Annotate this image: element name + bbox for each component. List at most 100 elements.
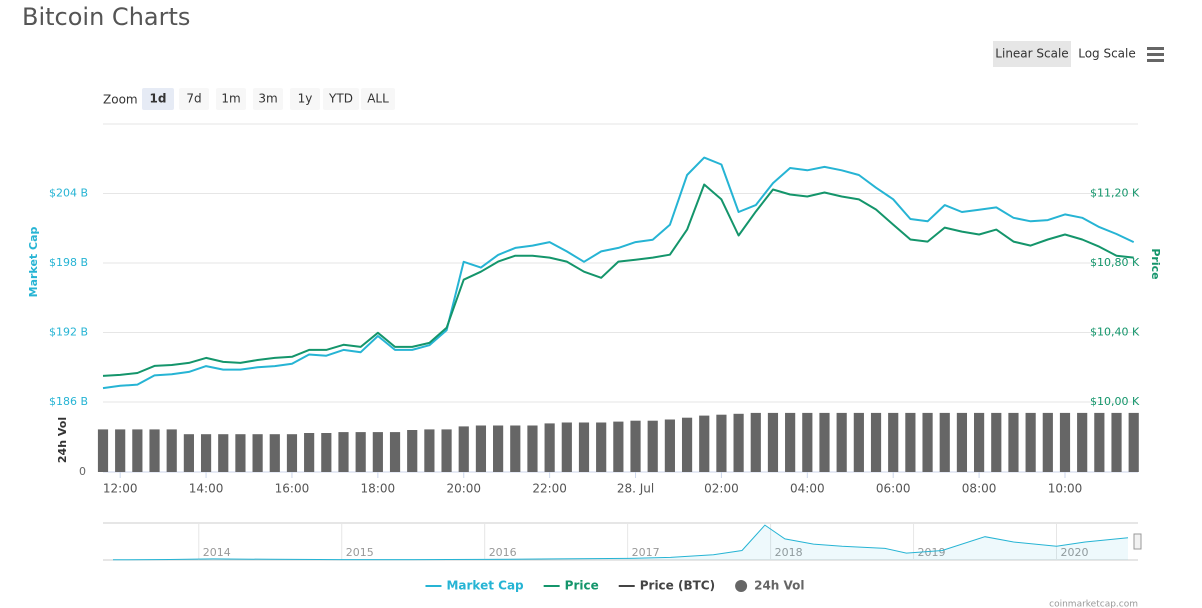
volume-bar	[578, 422, 590, 472]
volume-bar	[630, 420, 641, 472]
scale-button[interactable]	[1076, 41, 1138, 67]
zoom-button[interactable]	[361, 88, 395, 110]
volume-bar	[819, 412, 830, 472]
volume-bar	[699, 415, 710, 472]
volume-bar	[527, 425, 538, 472]
volume-bar	[1111, 412, 1122, 472]
y-tick-label: $204 B	[49, 187, 88, 200]
page-title: Bitcoin Charts	[22, 3, 190, 31]
y-tick-label: $198 B	[49, 256, 88, 269]
volume-bar	[561, 422, 572, 472]
zoom-label: Zoom	[103, 93, 138, 107]
y-tick-label: $192 B	[49, 326, 88, 339]
zoom-button-label[interactable]: 1y	[298, 92, 313, 106]
zoom-button[interactable]	[142, 88, 174, 110]
legend: Market Cap Price Price (BTC) 24h Vol	[425, 579, 805, 593]
menu-bar	[1147, 53, 1164, 56]
navigator-tick-label: 2019	[918, 546, 946, 559]
volume-bar	[1094, 412, 1105, 472]
volume-bar	[664, 419, 675, 472]
zoom-button[interactable]	[253, 88, 283, 110]
legend-item[interactable]: Market Cap	[425, 579, 524, 593]
volume-bar	[888, 412, 899, 472]
legend-label[interactable]: Price (BTC)	[640, 579, 715, 593]
volume-bar	[1077, 412, 1088, 472]
legend-label[interactable]: Market Cap	[446, 579, 524, 593]
x-tick-label: 08:00	[962, 482, 997, 496]
navigator-tick-label: 2020	[1061, 546, 1089, 559]
volume-bar	[922, 412, 933, 472]
legend-item[interactable]: Price (BTC)	[618, 579, 715, 593]
volume-bar	[785, 412, 796, 472]
volume-bar	[733, 413, 744, 472]
navigator-tick-label: 2016	[489, 546, 517, 559]
volume-bar	[1059, 412, 1071, 472]
volume-bar	[613, 421, 624, 472]
volume-bar	[338, 432, 349, 472]
x-tick-label: 06:00	[876, 482, 911, 496]
legend-symbol	[735, 580, 748, 592]
x-tick-label: 04:00	[790, 482, 825, 496]
volume-bar	[544, 423, 555, 472]
legend-item[interactable]: Price	[543, 579, 599, 593]
volume-bar	[956, 412, 968, 472]
legend-label[interactable]: 24h Vol	[754, 579, 804, 593]
volume-bar	[1025, 412, 1036, 472]
navigator-handle[interactable]	[1133, 533, 1142, 550]
zoom-button[interactable]	[290, 88, 320, 110]
volume-bar	[905, 412, 916, 472]
volume-bar	[510, 425, 521, 472]
volume-bar	[1128, 412, 1139, 472]
zoom-button-label[interactable]: 1d	[150, 92, 167, 106]
volume-bar	[269, 434, 280, 472]
zoom-button-label[interactable]: YTD	[328, 92, 353, 106]
x-tick-label: 12:00	[103, 482, 138, 496]
zoom-button-label[interactable]: ALL	[367, 92, 389, 106]
volume-bar	[286, 434, 298, 472]
volume-bar	[407, 430, 418, 472]
navigator-line	[112, 524, 1129, 561]
zoom-button-label[interactable]: 3m	[258, 92, 277, 106]
volume-bar	[1042, 412, 1053, 472]
volume-bar	[132, 429, 143, 472]
navigator-tick-label: 2014	[203, 546, 231, 559]
zoom-button-label[interactable]: 1m	[221, 92, 240, 106]
scale-button[interactable]	[993, 41, 1071, 67]
zoom-button-label[interactable]: 7d	[186, 92, 201, 106]
volume-bar	[166, 429, 177, 472]
legend-label[interactable]: Price	[565, 579, 599, 593]
y-tick-label: $186 B	[49, 395, 88, 408]
legend-item[interactable]: 24h Vol	[735, 579, 805, 593]
zoom-button[interactable]	[179, 88, 209, 110]
volume-bar	[115, 429, 126, 472]
volume-bar	[235, 434, 246, 472]
menu-bar	[1147, 59, 1164, 62]
volume-bar	[218, 434, 229, 472]
volume-bar	[647, 420, 658, 472]
volume-bar	[475, 425, 487, 472]
volume-bar	[252, 434, 263, 472]
navigator-area	[113, 525, 1128, 560]
x-tick-label: 02:00	[704, 482, 739, 496]
y2-tick-label: $10,00 K	[1090, 395, 1140, 408]
menu-button[interactable]	[1145, 46, 1165, 64]
y2-axis-title: Price	[1149, 248, 1162, 279]
x-tick-label: 14:00	[189, 482, 224, 496]
scale-button-label[interactable]: Linear Scale	[995, 47, 1068, 61]
x-tick-label: 20:00	[446, 482, 481, 496]
volume-bar	[870, 412, 882, 472]
volume-bar	[974, 412, 985, 472]
zoom-button[interactable]	[216, 88, 246, 110]
scale-button-label[interactable]: Log Scale	[1078, 47, 1136, 61]
volume-bar	[372, 432, 383, 472]
watermark: coinmarketcap.com	[1049, 600, 1138, 608]
series-line	[102, 156, 1135, 390]
volume-bar	[97, 429, 109, 472]
zoom-button[interactable]	[323, 88, 359, 110]
y2-tick-label: $10,40 K	[1090, 326, 1140, 339]
volume-bar	[424, 429, 435, 472]
volume-bar	[802, 412, 813, 472]
volume-bar	[596, 422, 607, 472]
volume-bar	[458, 426, 469, 472]
